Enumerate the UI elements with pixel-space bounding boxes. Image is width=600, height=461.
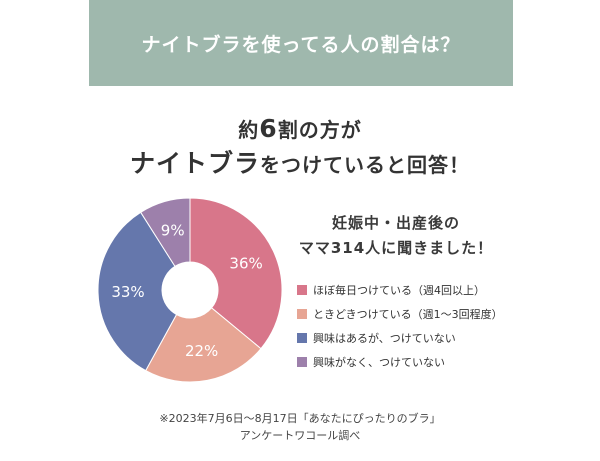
slice-value-label: 33% xyxy=(111,283,144,301)
legend-label: ときどきつけている（週1～3回程度） xyxy=(313,308,503,321)
title-banner: ナイトブラを使ってる人の割合は？ xyxy=(89,0,513,86)
footnote-line-2: アンケートワコール調べ xyxy=(239,429,361,442)
headline-prefix: 約 xyxy=(238,118,260,142)
page-title: ナイトブラを使ってる人の割合は？ xyxy=(141,33,461,56)
legend-item: 興味はあるが、つけていない xyxy=(297,326,537,350)
donut-slice xyxy=(97,211,178,372)
headline-suffix: 割の方が xyxy=(277,118,362,142)
legend-label: 興味はあるが、つけていない xyxy=(313,332,456,345)
donut-slice xyxy=(140,197,191,268)
headline-line-2: ナイトブラをつけていると回答！ xyxy=(0,144,600,180)
survey-caption: 妊娠中・出産後の ママ314人に聞きました！ xyxy=(296,211,496,261)
legend-swatch xyxy=(297,285,307,295)
headline-rest: をつけていると回答！ xyxy=(260,153,470,177)
legend-swatch xyxy=(297,333,307,343)
donut-slice xyxy=(144,307,262,383)
legend-swatch xyxy=(297,357,307,367)
donut-chart: 36% 22% 33% 9% xyxy=(95,195,285,385)
survey-line-2: ママ314人に聞きました！ xyxy=(298,239,494,257)
slice-value-label: 9% xyxy=(161,221,185,239)
donut-chart-svg: 36% 22% 33% 9% xyxy=(97,197,283,383)
legend-item: 興味がなく、つけていない xyxy=(297,350,537,374)
legend-label: ほぼ毎日つけている（週4回以上） xyxy=(313,284,485,297)
chart-legend: ほぼ毎日つけている（週4回以上） ときどきつけている（週1～3回程度） 興味はあ… xyxy=(297,278,537,374)
headline-number: 6 xyxy=(259,114,278,143)
slice-value-label: 36% xyxy=(229,255,262,273)
slice-value-label: 22% xyxy=(185,342,218,360)
survey-line-1: 妊娠中・出産後の xyxy=(331,214,460,232)
donut-slice xyxy=(189,197,283,350)
headline-line-1: 約6割の方が xyxy=(0,114,600,143)
legend-label: 興味がなく、つけていない xyxy=(313,356,445,369)
legend-item: ほぼ毎日つけている（週4回以上） xyxy=(297,278,537,302)
legend-swatch xyxy=(297,309,307,319)
legend-item: ときどきつけている（週1～3回程度） xyxy=(297,302,537,326)
headline-nightbra: ナイトブラ xyxy=(129,149,260,178)
footnote-line-1: ※2023年7月6日～8月17日「あなたにぴったりのブラ」 xyxy=(159,412,441,425)
